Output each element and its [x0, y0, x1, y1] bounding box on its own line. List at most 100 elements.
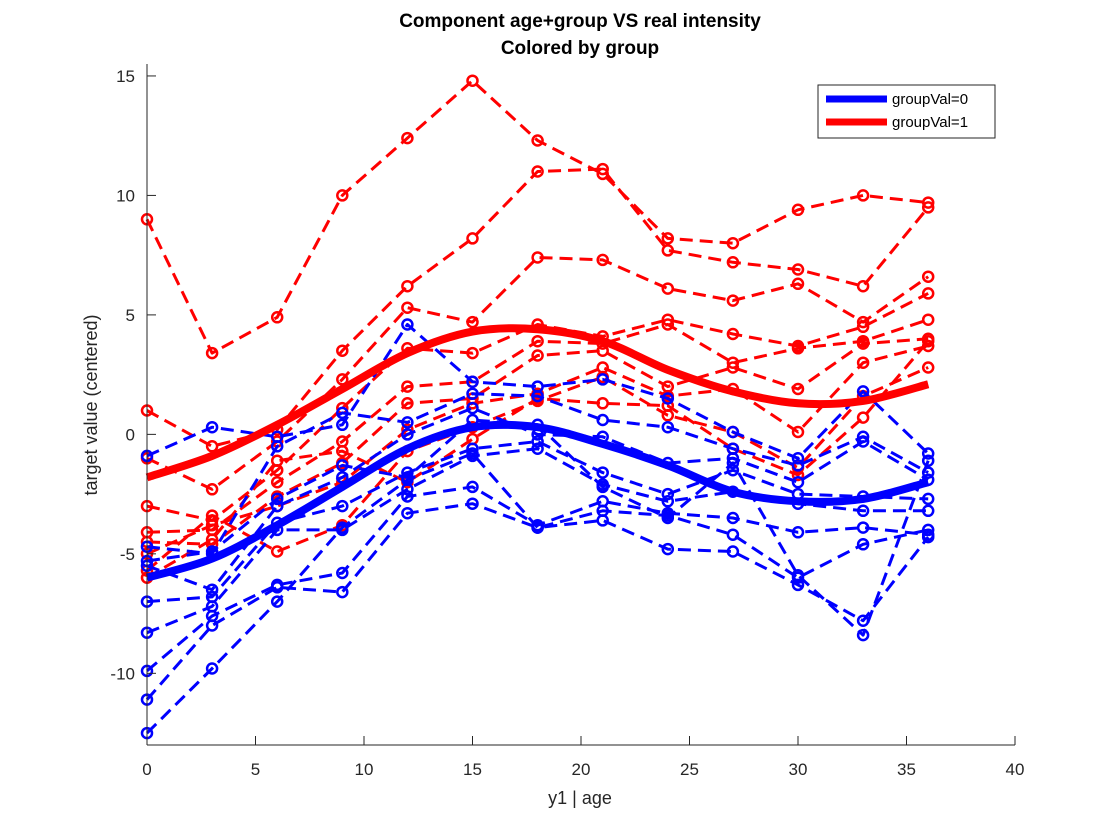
data-point-g1	[205, 346, 219, 360]
data-point-g1	[466, 315, 479, 329]
data-point-g0	[921, 523, 935, 537]
data-point-g0	[856, 385, 870, 398]
axes: 0 5 10 15 20 25 30 35 40 -10 -5 0 5 10 15	[110, 64, 1024, 779]
data-point-g0	[270, 440, 284, 453]
data-point-g0	[336, 499, 349, 513]
data-point-g0	[856, 504, 870, 518]
data-point-g0	[205, 619, 219, 632]
data-point-g0	[270, 499, 284, 513]
data-point-g1	[596, 253, 609, 267]
data-point-g0	[466, 447, 479, 460]
data-point-g1	[791, 203, 805, 217]
data-point-g0	[596, 466, 609, 479]
data-point-g1	[856, 320, 870, 334]
data-point-g1	[401, 397, 414, 410]
data-point-g0	[726, 528, 740, 541]
data-point-g1	[661, 232, 675, 245]
legend-box	[817, 84, 996, 139]
x-tick-label: 10	[355, 760, 374, 779]
data-point-g0	[791, 526, 805, 539]
plot-area	[140, 74, 935, 740]
data-point-g0	[726, 511, 740, 525]
data-point-g0	[270, 492, 284, 506]
y-tick-label: -10	[110, 664, 135, 683]
fit-line-group0	[145, 420, 930, 582]
data-point-g1	[531, 334, 544, 348]
data-point-g1	[791, 425, 805, 439]
y-axis-label: target value (centered)	[81, 314, 101, 495]
data-point-g0	[531, 521, 544, 534]
data-point-g0	[466, 442, 479, 455]
fit-line-group1	[145, 324, 930, 482]
data-point-g1	[856, 189, 870, 202]
data-point-g1	[856, 356, 870, 369]
subject-line-g0-16	[145, 452, 930, 735]
subject-line-g0-11	[146, 406, 929, 592]
data-point-g1	[531, 349, 544, 362]
data-point-g0	[661, 392, 675, 405]
x-axis-label: y1 | age	[548, 788, 612, 808]
data-point-g0	[726, 545, 740, 558]
data-point-g1	[921, 361, 935, 374]
data-point-g0	[661, 542, 675, 556]
data-point-g1	[531, 134, 544, 147]
x-tick-label: 15	[463, 760, 482, 779]
x-tick-label: 0	[142, 760, 151, 779]
subject-line-g0-10	[146, 392, 929, 556]
data-point-g0	[466, 401, 479, 415]
data-point-g0	[921, 454, 935, 467]
data-point-g0	[466, 497, 479, 510]
chart-subtitle: Colored by group	[501, 38, 659, 59]
data-point-g1	[791, 382, 805, 396]
subject-line-g0-14	[146, 485, 929, 673]
data-point-g0	[726, 425, 740, 439]
data-point-g1	[856, 315, 870, 329]
data-point-g1	[856, 337, 870, 350]
data-point-g1	[531, 165, 544, 178]
data-point-g0	[336, 418, 349, 432]
subject-line-g1-1	[146, 167, 930, 448]
data-point-g0	[270, 581, 284, 594]
x-tick-label: 20	[572, 760, 591, 779]
data-point-g0	[336, 585, 349, 599]
data-point-g0	[596, 480, 609, 494]
data-point-g1	[466, 74, 479, 87]
data-point-g0	[401, 428, 414, 441]
y-tick-label: 0	[126, 425, 135, 444]
data-point-g0	[596, 413, 609, 427]
data-point-g0	[791, 475, 805, 489]
subject-line-g0-9	[146, 323, 930, 460]
legend-label-group0: groupVal=0	[892, 91, 968, 108]
data-point-g0	[661, 495, 675, 508]
y-tick-label: 5	[126, 306, 135, 325]
data-point-g1	[726, 294, 740, 307]
data-point-g0	[856, 538, 870, 551]
data-point-g1	[856, 279, 870, 293]
x-tick-label: 35	[897, 760, 916, 779]
data-point-g0	[596, 514, 609, 527]
data-point-g0	[921, 447, 935, 460]
data-point-g0	[661, 487, 675, 501]
data-point-g1	[270, 311, 284, 324]
data-point-g0	[726, 456, 740, 470]
data-point-g1	[921, 313, 935, 326]
y-tick-label: 15	[116, 67, 135, 86]
data-point-g0	[336, 566, 349, 580]
data-point-g1	[921, 270, 935, 283]
y-tick-label: -5	[120, 545, 135, 564]
data-point-g1	[726, 256, 740, 269]
data-point-g1	[401, 301, 414, 314]
legend-label-group1: groupVal=1	[892, 114, 968, 131]
data-point-g0	[466, 480, 479, 494]
data-point-g0	[856, 435, 870, 448]
data-point-g0	[921, 492, 935, 506]
data-point-g1	[270, 454, 284, 467]
data-point-g1	[336, 189, 349, 202]
chart-title: Component age+group VS real intensity	[399, 11, 761, 32]
subject-line-g1-0	[145, 79, 929, 355]
data-point-g0	[531, 389, 544, 403]
data-point-g1	[466, 232, 479, 245]
data-point-g0	[336, 521, 349, 534]
y-tick-label: 10	[116, 186, 135, 205]
